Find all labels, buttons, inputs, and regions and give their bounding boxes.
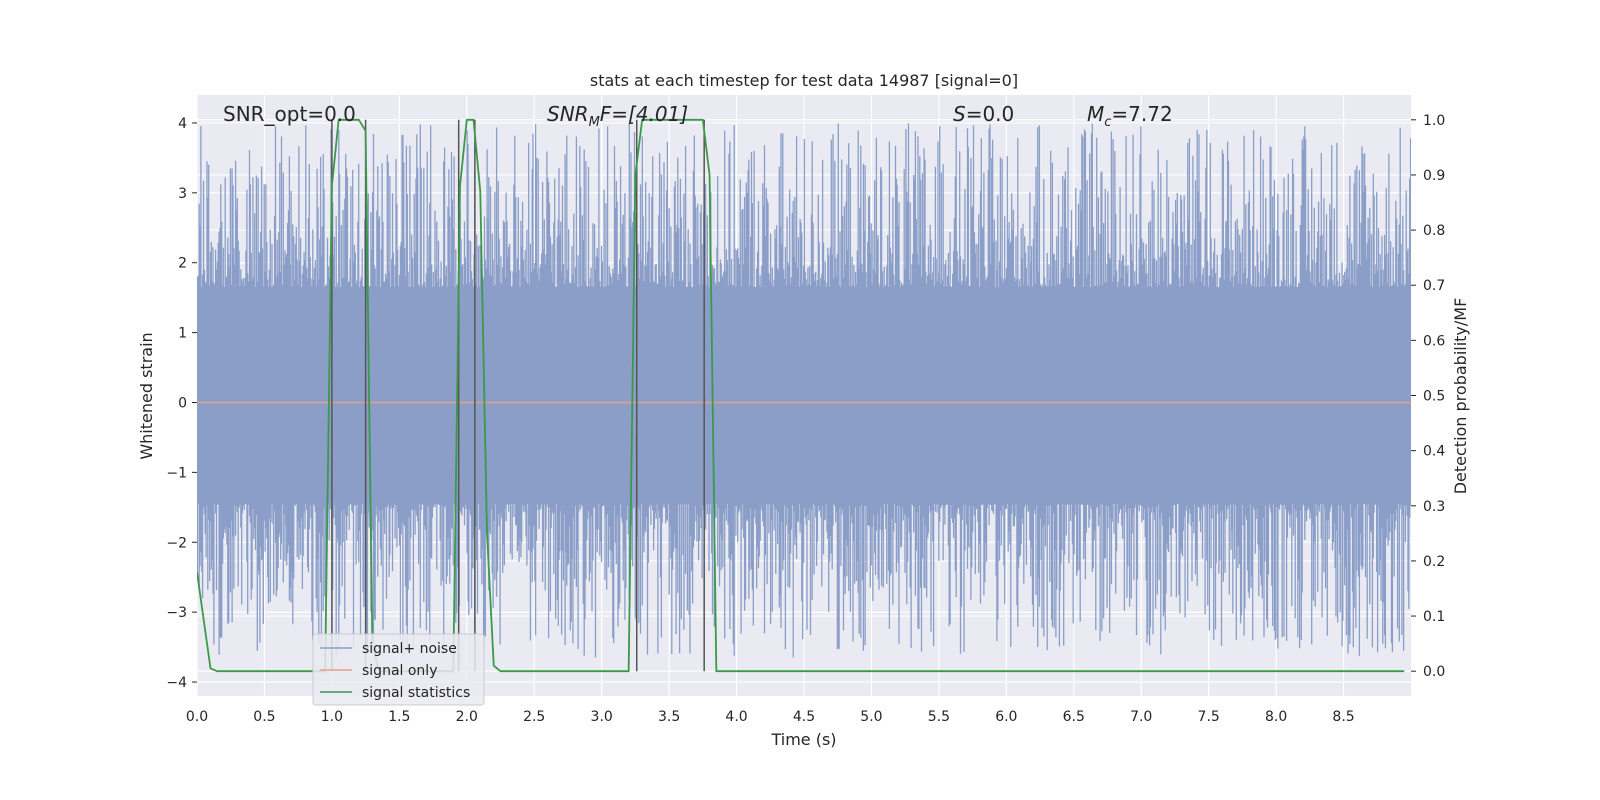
x-tick-label: 6.0 (995, 709, 1017, 725)
y-tick-label: 1 (178, 326, 187, 342)
y-tick-label: 4 (178, 116, 187, 132)
mc-sub: c (1104, 115, 1111, 130)
x-tick-labels: 0.0 0.5 1.0 1.5 2.0 2.5 3.0 3.5 4.0 4.5 5.0 5.5 6.0 6… (186, 709, 1355, 725)
legend: signal+ noise signal only signal statist… (312, 633, 485, 706)
signal-noise-series (197, 123, 1411, 658)
legend-label-signal-noise: signal+ noise (362, 641, 457, 657)
x-axis-label: Time (s) (770, 730, 836, 749)
legend-box (312, 633, 485, 706)
x-tick-label: 4.0 (725, 709, 747, 725)
y-tick-label: 2 (178, 256, 187, 272)
mc-annotation: Mc=7.72 (1087, 102, 1173, 130)
x-tick-label: 2.0 (456, 709, 478, 725)
x-tick-label: 5.0 (860, 709, 882, 725)
x-tick-label: 3.0 (591, 709, 613, 725)
x-tick-label: 6.5 (1063, 709, 1085, 725)
x-tick-label: 0.0 (186, 709, 208, 725)
y2-tick-labels: 0.0 0.1 0.2 0.3 0.4 0.5 0.6 0.7 0.8 0.9 1.0 (1411, 113, 1445, 680)
mc-rest: =7.72 (1111, 102, 1172, 126)
x-tick-label: 8.5 (1332, 709, 1354, 725)
s-annotation: S=0.0 (953, 102, 1014, 126)
y2-tick-label: 0.8 (1423, 223, 1445, 239)
snr-mf-base: SNR (547, 102, 589, 126)
snr-mf-rest: F=[4.01] (600, 102, 688, 126)
x-tick-label: 2.5 (523, 709, 545, 725)
y2-tick-label: 0.7 (1423, 278, 1445, 294)
y2-tick-label: 0.5 (1423, 389, 1445, 405)
x-tick-label: 4.5 (793, 709, 815, 725)
y2-tick-label: 0.3 (1423, 499, 1445, 515)
legend-label-signal-only: signal only (362, 663, 437, 679)
y-tick-label: −2 (166, 535, 187, 551)
x-tick-label: 1.5 (388, 709, 410, 725)
y2-tick-label: 0.6 (1423, 333, 1445, 349)
y2-tick-label: 0.9 (1423, 168, 1445, 184)
snr-mf-annotation: SNRMF=[4.01] (547, 102, 688, 130)
y2-tick-label: 0.0 (1423, 664, 1445, 680)
y-tick-label: −4 (166, 675, 187, 691)
x-tick-label: 8.0 (1265, 709, 1287, 725)
y2-tick-label: 0.2 (1423, 554, 1445, 570)
s-rest: =0.0 (966, 102, 1015, 126)
s-var: S (953, 102, 966, 126)
snr-opt-annotation: SNR_opt=0.0 (223, 102, 356, 126)
y-tick-label: −3 (166, 605, 187, 621)
x-tick-label: 1.0 (321, 709, 343, 725)
y2-tick-label: 1.0 (1423, 113, 1445, 129)
x-tick-label: 7.0 (1130, 709, 1152, 725)
y-tick-label: 0 (178, 395, 187, 411)
x-tick-label: 5.5 (928, 709, 950, 725)
y2-axis-label: Detection probability/MF (1451, 298, 1470, 495)
x-tick-label: 0.5 (253, 709, 275, 725)
y-tick-label: 3 (178, 186, 187, 202)
chart-title: stats at each timestep for test data 149… (590, 71, 1018, 90)
legend-label-signal-statistics: signal statistics (362, 685, 470, 701)
signal-statistics-line (197, 118, 1405, 673)
y-tick-labels: −4 −3 −2 −1 0 1 2 3 4 (166, 116, 197, 691)
y2-tick-label: 0.1 (1423, 609, 1445, 625)
signal-statistics-series (197, 118, 1405, 673)
y-axis-label: Whitened strain (137, 332, 156, 459)
vertical-markers (331, 119, 705, 672)
x-tick-label: 3.5 (658, 709, 680, 725)
x-tick-label: 7.5 (1198, 709, 1220, 725)
mc-base: M (1087, 102, 1104, 126)
y-tick-label: −1 (166, 465, 187, 481)
snr-mf-sub: M (589, 115, 600, 130)
y2-tick-label: 0.4 (1423, 444, 1445, 460)
